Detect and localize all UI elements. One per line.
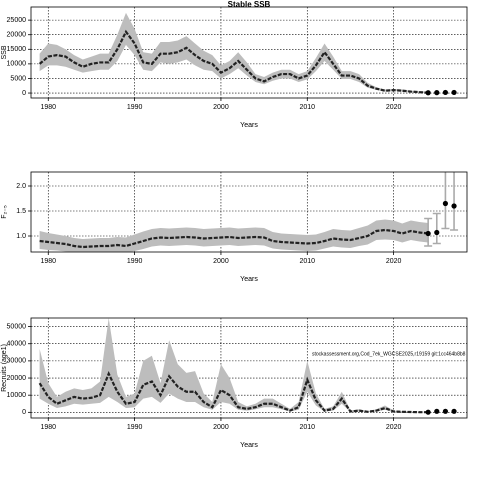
x-tick-label: 1980 [40,258,56,265]
plot-area [38,318,457,415]
plot-frame [30,171,468,253]
y-tick-label: 5000 [10,75,26,82]
y-tick-label: 30000 [7,358,27,365]
forecast-point [425,90,431,96]
y-tick-label: 20000 [7,375,27,382]
confidence-band [39,12,429,94]
x-tick-label: 2000 [213,104,229,111]
y-tick-label: 0 [22,90,26,97]
y-tick-label: 20000 [7,32,27,39]
y-tick-label: 10000 [7,61,27,68]
plot-area [38,12,457,96]
error-bar [450,172,459,231]
x-axis-label: Years [240,276,258,283]
x-tick-label: 1980 [40,424,56,431]
y-tick-label: 2.0 [16,183,26,190]
forecast-point [451,203,457,209]
x-axis-label: Years [240,442,258,449]
error-bar [432,212,441,245]
forecast-point [442,89,449,96]
x-tick-label: 2020 [386,424,402,431]
x-tick-label: 2010 [299,258,315,265]
x-axis-label: Years [240,122,258,129]
y-tick-label: 40000 [7,341,27,348]
forecast-point [451,408,457,414]
y-tick-label: 1.0 [16,233,26,240]
x-tick-label: 2000 [213,424,229,431]
forecast-point [434,90,440,96]
x-tick-label: 1990 [127,424,143,431]
y-tick-label: 10000 [7,392,27,399]
forecast-point [434,229,440,236]
x-tick-label: 2020 [386,258,402,265]
y-tick-label: 0 [22,409,26,416]
forecast-point [451,89,457,96]
y-tick-label: 25000 [7,17,27,24]
estimate-line [38,29,429,94]
error-bar [441,172,450,230]
plot-area [39,172,459,252]
y-axis-label: Recruits (age1) [1,344,8,392]
chart-title: Stable SSB [228,0,271,9]
plot-frame [30,317,468,419]
estimate-line [39,228,429,249]
y-axis-label: SSB [1,45,8,59]
y-tick-label: 15000 [7,46,27,53]
x-tick-label: 2020 [386,104,402,111]
y-tick-label: 50000 [7,323,27,330]
y-tick-label: 1.5 [16,208,26,215]
plot-frame [30,6,468,99]
forecast-point [425,230,431,237]
forecast-point [434,408,440,414]
x-tick-label: 1980 [40,104,56,111]
confidence-band [39,219,429,252]
y-axis-label: F₂₋₅ [1,205,8,219]
estimate-line [38,371,429,414]
forecast-point [442,200,449,207]
x-tick-label: 1990 [127,104,143,111]
forecast-point [425,409,431,415]
x-tick-label: 2000 [213,258,229,265]
annotation: stockassessment.org,Cod_7ek_WGCSE2025,r1… [312,351,466,357]
confidence-band [39,318,429,413]
x-tick-label: 1990 [127,258,143,265]
forecast-point [442,408,449,414]
x-tick-label: 2010 [299,104,315,111]
x-tick-label: 2010 [299,424,315,431]
